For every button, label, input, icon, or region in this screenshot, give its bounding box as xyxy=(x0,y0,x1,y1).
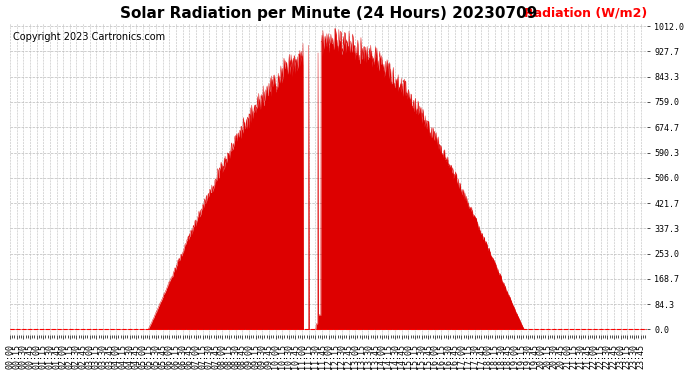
Text: Copyright 2023 Cartronics.com: Copyright 2023 Cartronics.com xyxy=(13,33,166,42)
Title: Solar Radiation per Minute (24 Hours) 20230709: Solar Radiation per Minute (24 Hours) 20… xyxy=(120,6,537,21)
Text: Radiation (W/m2): Radiation (W/m2) xyxy=(524,7,647,20)
